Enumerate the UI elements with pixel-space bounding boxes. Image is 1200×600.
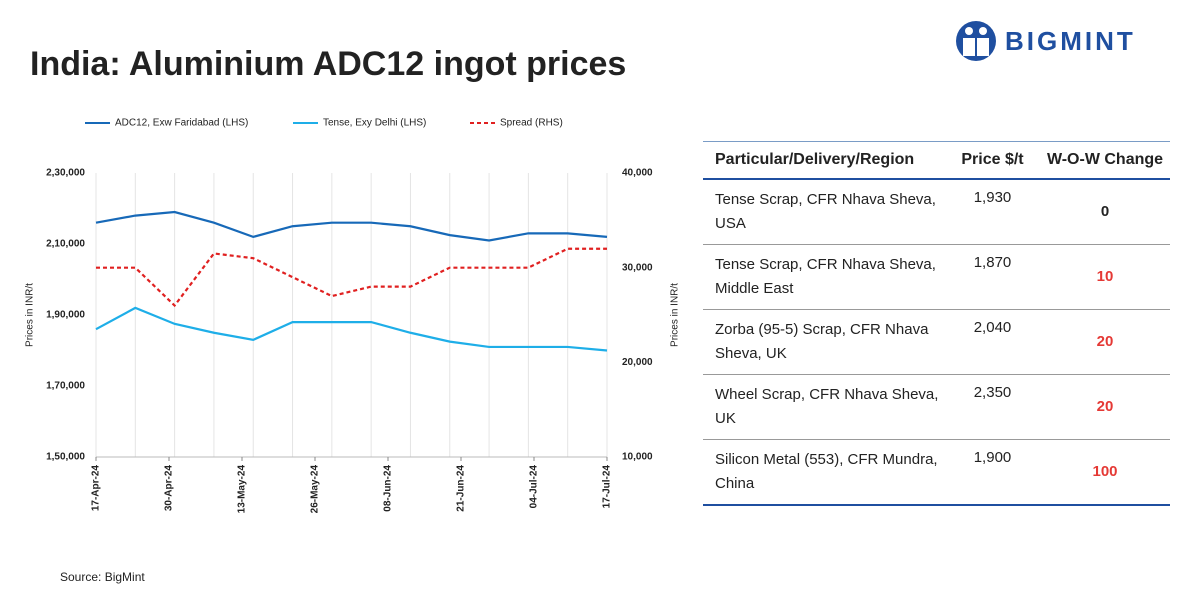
table-cell: Wheel Scrap, CFR Nhava Sheva, UK xyxy=(703,374,945,440)
table-cell: 1,930 xyxy=(945,179,1040,245)
table-cell: 1,870 xyxy=(945,244,1040,310)
change-cell: 20 xyxy=(1040,309,1170,375)
source: Source: BigMint xyxy=(60,570,145,584)
series-line xyxy=(96,247,607,308)
logo-text: BIGMINT xyxy=(1005,26,1136,56)
y-tick-label: 1,90,000 xyxy=(46,310,85,321)
table-row: Silicon Metal (553), CFR Mundra, China 1,… xyxy=(703,439,1170,506)
y-tick-label: 1,70,000 xyxy=(46,381,85,392)
x-tick-label: 17-Jul-24 xyxy=(602,465,613,509)
y-tick-label: 2,10,000 xyxy=(46,239,85,250)
x-tick-label: 17-Apr-24 xyxy=(91,465,102,512)
logo-icon xyxy=(956,21,996,61)
y-tick-label: 1,50,000 xyxy=(46,452,85,463)
series-line xyxy=(95,210,608,242)
series-line xyxy=(95,306,608,352)
y2-tick-label: 10,000 xyxy=(622,452,653,463)
header-cell: Particular/Delivery/Region xyxy=(703,141,945,180)
header-cell: W-O-W Change xyxy=(1040,141,1170,180)
table-cell: Zorba (95-5) Scrap, CFR Nhava Sheva, UK xyxy=(703,309,945,375)
change-cell: 20 xyxy=(1040,374,1170,440)
table-row: Tense Scrap, CFR Nhava Sheva, USA 1,930 0 xyxy=(703,179,1170,245)
legend-label: Spread (RHS) xyxy=(500,118,563,129)
table-cell: Tense Scrap, CFR Nhava Sheva, USA xyxy=(703,179,945,245)
y-axis-title: Prices in INR/t xyxy=(25,283,36,347)
change-cell: 0 xyxy=(1040,179,1170,245)
legend-label: Tense, Exy Delhi (LHS) xyxy=(323,118,426,129)
y2-tick-label: 30,000 xyxy=(622,262,653,273)
y-tick-label: 2,30,000 xyxy=(46,168,85,179)
change-cell: 100 xyxy=(1040,439,1170,506)
header-cell: Price $/t xyxy=(945,141,1040,180)
table-cell: 2,040 xyxy=(945,309,1040,375)
x-tick-label: 30-Apr-24 xyxy=(164,465,175,512)
table-row: Wheel Scrap, CFR Nhava Sheva, UK 2,350 20 xyxy=(703,374,1170,440)
chart-title: India: Aluminium ADC12 ingot prices xyxy=(30,45,626,83)
price-table: Particular/Delivery/Region Price $/t W-O-W… xyxy=(703,141,1170,506)
y2-tick-label: 20,000 xyxy=(622,357,653,368)
table-row: Zorba (95-5) Scrap, CFR Nhava Sheva, UK 2… xyxy=(703,309,1170,375)
legend-label: ADC12, Exw Faridabad (LHS) xyxy=(115,118,248,129)
x-tick-label: 26-May-24 xyxy=(310,465,321,514)
x-tick-label: 08-Jun-24 xyxy=(383,465,394,512)
x-tick-label: 21-Jun-24 xyxy=(456,465,467,512)
y2-tick-label: 40,000 xyxy=(622,168,653,179)
table-cell: 1,900 xyxy=(945,439,1040,506)
change-cell: 10 xyxy=(1040,244,1170,310)
table-cell: Silicon Metal (553), CFR Mundra, China xyxy=(703,439,945,506)
table-cell: Tense Scrap, CFR Nhava Sheva, Middle Eas… xyxy=(703,244,945,310)
x-tick-label: 13-May-24 xyxy=(237,465,248,514)
table-row: Tense Scrap, CFR Nhava Sheva, Middle Eas… xyxy=(703,244,1170,310)
y2-axis-title: Prices in INR/t xyxy=(670,283,681,347)
header-row: Particular/Delivery/Region Price $/t W-O-W… xyxy=(703,141,1170,180)
x-tick-label: 04-Jul-24 xyxy=(529,465,540,509)
table-cell: 2,350 xyxy=(945,374,1040,440)
